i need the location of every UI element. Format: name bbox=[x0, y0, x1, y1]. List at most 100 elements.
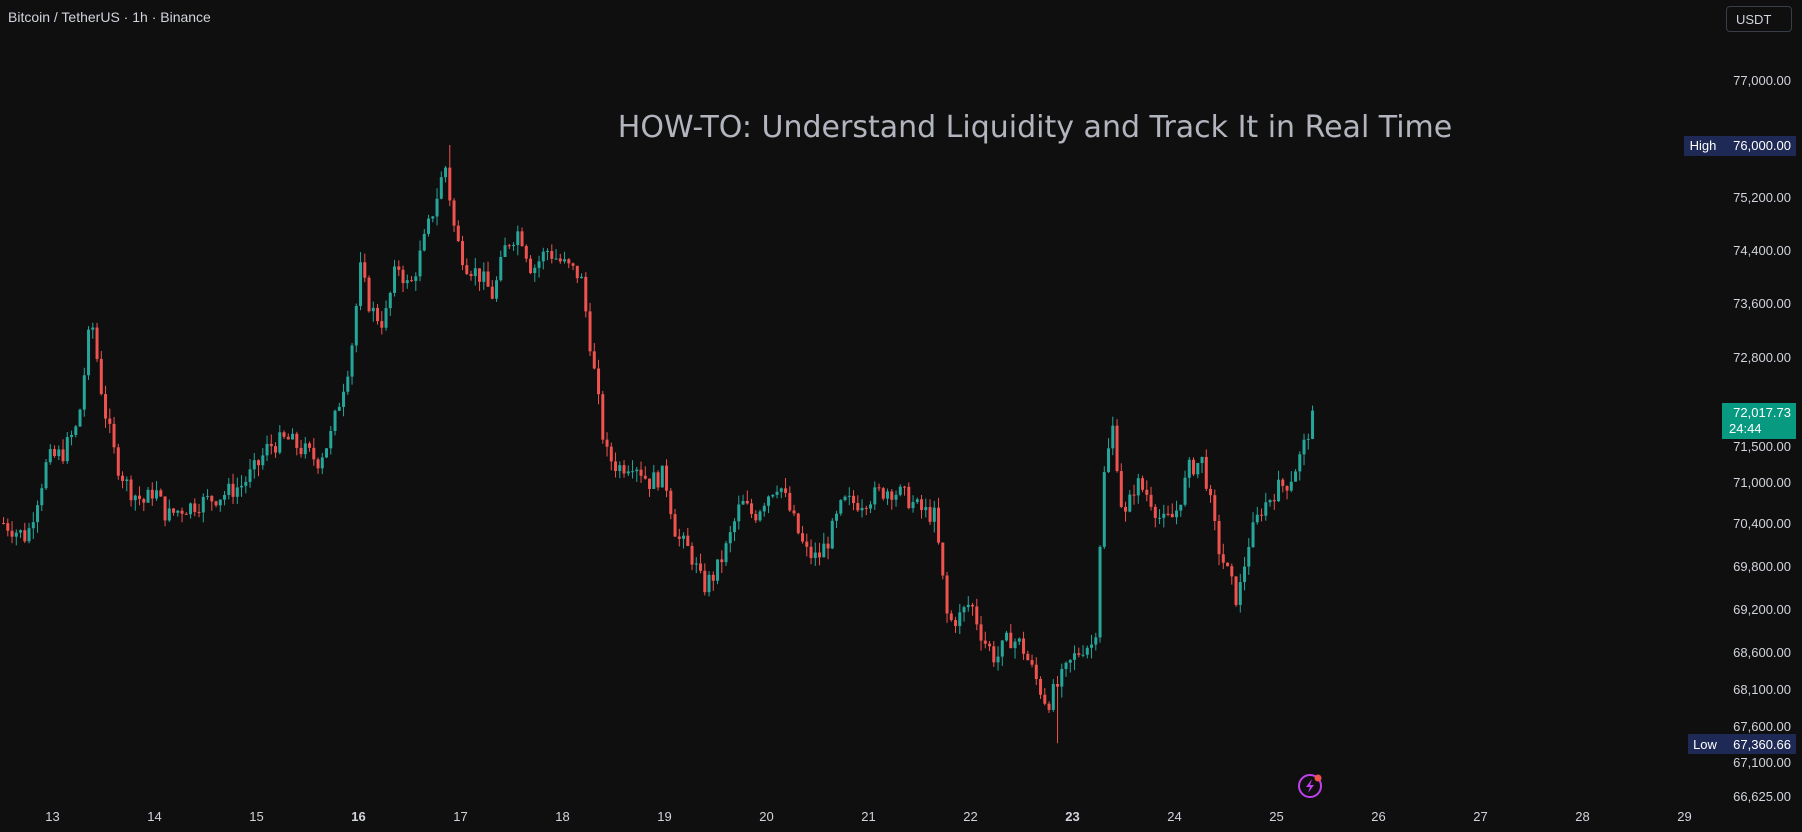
candle-body bbox=[975, 606, 979, 625]
candle-body bbox=[881, 488, 885, 499]
candle-body bbox=[1243, 566, 1247, 583]
candle-body bbox=[1107, 448, 1111, 473]
time-tick-label: 27 bbox=[1473, 809, 1487, 824]
low-label: Low bbox=[1693, 737, 1717, 752]
price-tick-label: 71,500.00 bbox=[1733, 439, 1791, 454]
candle-body bbox=[1179, 504, 1183, 511]
candle-body bbox=[541, 251, 545, 262]
price-axis[interactable]: 77,000.00 75,200.00 74,400.00 73,600.00 72,8… bbox=[1733, 73, 1791, 804]
low-marker: Low 67,360.66 bbox=[1688, 734, 1796, 754]
time-tick-label: 20 bbox=[759, 809, 773, 824]
candle-body bbox=[176, 510, 180, 513]
price-tick-label: 72,800.00 bbox=[1733, 350, 1791, 365]
candle-body bbox=[367, 277, 371, 312]
currency-button[interactable]: USDT bbox=[1726, 6, 1792, 32]
high-value-bg bbox=[1722, 136, 1796, 156]
candle-body bbox=[286, 436, 290, 440]
candle-body bbox=[563, 259, 567, 262]
bar-countdown: 24:44 bbox=[1729, 421, 1762, 436]
candle-body bbox=[809, 546, 813, 558]
candle-body bbox=[218, 499, 222, 506]
candle-body bbox=[14, 532, 18, 537]
lightning-icon[interactable] bbox=[1298, 774, 1322, 798]
candle-body bbox=[873, 487, 877, 505]
candle-body bbox=[325, 448, 329, 458]
candle-body bbox=[890, 491, 894, 500]
candle-body bbox=[1094, 637, 1098, 645]
candles-layer bbox=[2, 145, 1315, 744]
candle-body bbox=[1281, 479, 1285, 486]
low-value-bg bbox=[1722, 734, 1796, 754]
candle-body bbox=[1213, 495, 1217, 522]
candle-body bbox=[82, 375, 86, 410]
price-tick-label: 75,200.00 bbox=[1733, 190, 1791, 205]
candle-body bbox=[690, 545, 694, 565]
candle-body bbox=[473, 268, 477, 277]
time-tick-label: 18 bbox=[555, 809, 569, 824]
candle-body bbox=[1272, 500, 1276, 502]
candle-body bbox=[1158, 517, 1162, 519]
candle-body bbox=[648, 478, 652, 489]
candle-body bbox=[988, 643, 992, 647]
candle-body bbox=[856, 503, 860, 511]
candle-body bbox=[278, 432, 282, 453]
candle-body bbox=[703, 570, 707, 593]
price-tick-label: 73,600.00 bbox=[1733, 296, 1791, 311]
candle-body bbox=[142, 499, 146, 503]
candle-body bbox=[1306, 438, 1310, 440]
candle-body bbox=[150, 489, 154, 499]
candle-body bbox=[486, 271, 490, 287]
candle-body bbox=[958, 612, 962, 627]
candle-body bbox=[23, 530, 27, 542]
candle-body bbox=[189, 503, 193, 515]
price-tick-label: 71,000.00 bbox=[1733, 475, 1791, 490]
candle-body bbox=[911, 502, 915, 509]
candle-body bbox=[240, 485, 244, 488]
candle-body bbox=[1081, 654, 1085, 656]
candle-body bbox=[1119, 471, 1123, 507]
candle-body bbox=[822, 543, 826, 558]
candle-body bbox=[354, 305, 358, 346]
candle-body bbox=[609, 446, 613, 462]
symbol-title[interactable]: Bitcoin / TetherUS · 1h · Binance bbox=[8, 9, 211, 25]
candle-body bbox=[843, 496, 847, 501]
candle-body bbox=[750, 503, 754, 514]
candle-body bbox=[724, 543, 728, 563]
candle-body bbox=[1166, 513, 1170, 515]
candle-body bbox=[337, 406, 341, 411]
candle-body bbox=[1017, 638, 1021, 642]
candle-body bbox=[584, 276, 588, 312]
candle-body bbox=[665, 465, 669, 491]
candle-body bbox=[792, 510, 796, 514]
price-tick-label: 77,000.00 bbox=[1733, 73, 1791, 88]
candle-body bbox=[1264, 502, 1268, 516]
candle-body bbox=[1064, 662, 1068, 669]
candle-body bbox=[31, 522, 35, 529]
low-value: 67,360.66 bbox=[1733, 737, 1791, 752]
candle-body bbox=[1311, 410, 1315, 439]
candle-body bbox=[435, 198, 439, 217]
candle-body bbox=[465, 265, 469, 275]
candle-body bbox=[601, 394, 605, 440]
candle-body bbox=[1170, 513, 1174, 518]
candle-body bbox=[813, 552, 817, 558]
candle-body bbox=[1247, 547, 1251, 567]
candle-body bbox=[1255, 514, 1259, 523]
candle-body bbox=[482, 271, 486, 282]
candle-body bbox=[1162, 513, 1166, 518]
candle-body bbox=[1294, 471, 1298, 482]
candle-body bbox=[915, 499, 919, 503]
candle-body bbox=[1234, 576, 1238, 605]
candle-body bbox=[937, 507, 941, 543]
candle-body bbox=[201, 496, 205, 513]
candle-body bbox=[2, 523, 6, 524]
candle-body bbox=[716, 559, 720, 581]
candle-body bbox=[1230, 566, 1234, 577]
candle-body bbox=[1285, 485, 1289, 491]
candle-body bbox=[1128, 494, 1132, 512]
time-axis[interactable]: 13 14 15 16 17 18 19 20 21 22 23 24 25 26 27 28 29 bbox=[45, 809, 1691, 824]
candle-body bbox=[371, 307, 375, 312]
candle-body bbox=[320, 457, 324, 469]
candle-body bbox=[65, 437, 69, 462]
